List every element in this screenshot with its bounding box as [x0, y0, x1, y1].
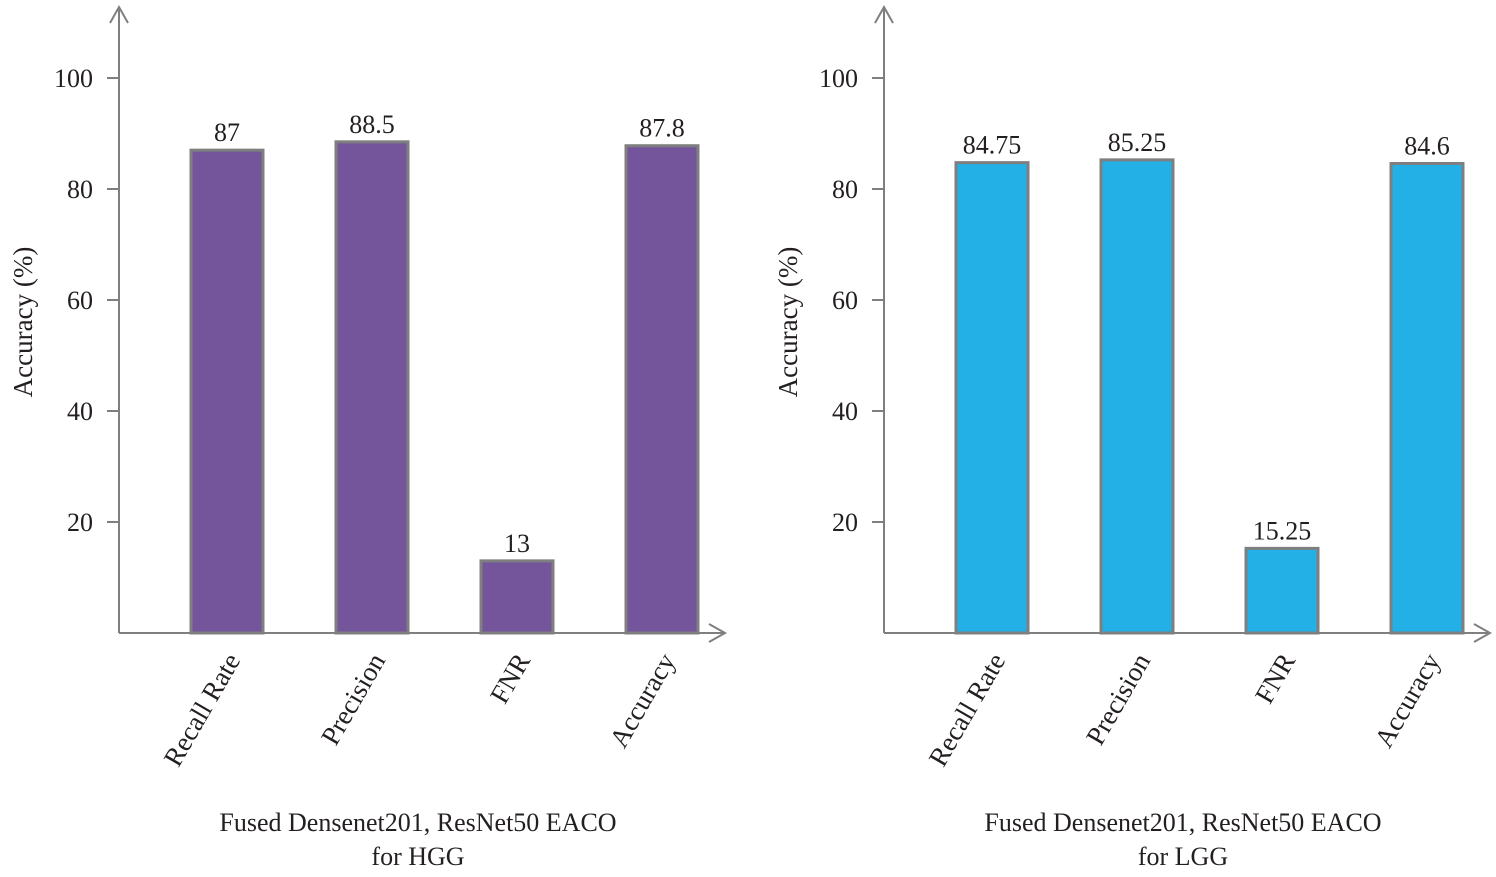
x-tick-label: Accuracy: [1368, 648, 1446, 753]
bar-value-label: 85.25: [1108, 128, 1167, 157]
chart-caption-line: Fused Densenet201, ResNet50 EACO: [984, 808, 1381, 837]
chart-panel-1: 20 40 60 80 100 Accuracy (%) 87 Recall Rate 88.5…: [8, 4, 728, 871]
y-axis-label: Accuracy (%): [773, 247, 803, 398]
bar: [334, 140, 410, 635]
bar-value-label: 88.5: [349, 110, 395, 139]
bar-value-label: 15.25: [1253, 516, 1312, 545]
x-axis-arrow: [1473, 623, 1493, 643]
y-tick-label: 80: [832, 175, 858, 204]
y-tick-label: 60: [832, 286, 858, 315]
bar: [479, 559, 555, 635]
y-axis-arrow: [109, 4, 129, 24]
x-tick-label: Precision: [315, 648, 391, 750]
x-tick-label: Accuracy: [603, 648, 681, 753]
y-tick-label: 100: [819, 64, 858, 93]
bar-value-label: 13: [504, 529, 530, 558]
bar: [1099, 158, 1175, 635]
y-tick-label: 80: [67, 175, 93, 204]
y-tick-label: 40: [832, 397, 858, 426]
bar: [1244, 546, 1320, 635]
chart-caption-line: for HGG: [371, 842, 464, 871]
x-axis-arrow: [708, 623, 728, 643]
x-tick-label: Precision: [1080, 648, 1156, 750]
x-tick-label: FNR: [1249, 648, 1301, 708]
bar-value-label: 84.75: [963, 131, 1022, 160]
bar: [954, 161, 1030, 635]
y-tick-label: 100: [54, 64, 93, 93]
y-tick-label: 20: [67, 508, 93, 537]
chart-caption-line: for LGG: [1138, 842, 1228, 871]
bar: [624, 144, 700, 635]
x-tick-label: Recall Rate: [158, 648, 247, 771]
y-axis-arrow: [874, 4, 894, 24]
bar: [189, 148, 265, 635]
x-tick-label: FNR: [484, 648, 536, 708]
bar-value-label: 84.6: [1404, 131, 1450, 160]
y-axis-label: Accuracy (%): [8, 247, 38, 398]
x-tick-label: Recall Rate: [923, 648, 1012, 771]
y-tick-label: 20: [832, 508, 858, 537]
bar-value-label: 87.8: [639, 114, 685, 143]
y-tick-label: 60: [67, 286, 93, 315]
y-tick-label: 40: [67, 397, 93, 426]
bar-value-label: 87: [214, 118, 240, 147]
chart-panel-2: 20 40 60 80 100 Accuracy (%) 84.75 Recall Rate 8…: [773, 4, 1493, 871]
bar: [1389, 161, 1465, 635]
chart-caption-line: Fused Densenet201, ResNet50 EACO: [219, 808, 616, 837]
